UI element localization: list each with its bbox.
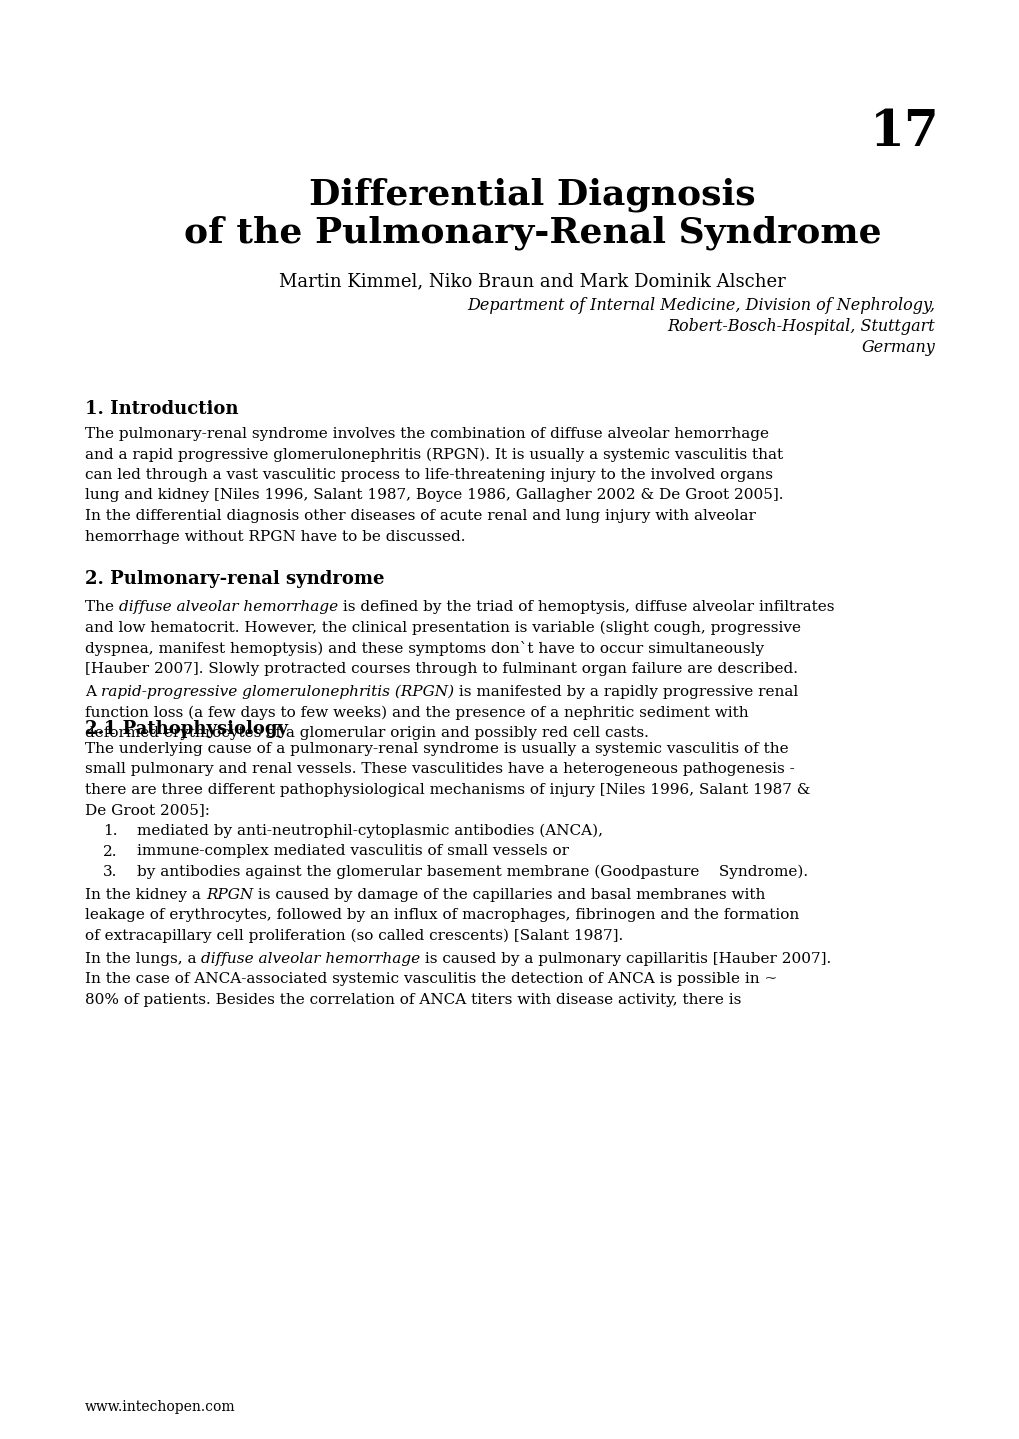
Text: In the kidney a: In the kidney a — [85, 888, 206, 902]
Text: The: The — [85, 600, 119, 614]
Text: In the lungs, a: In the lungs, a — [85, 953, 201, 966]
Text: function loss (a few days to few weeks) and the presence of a nephritic sediment: function loss (a few days to few weeks) … — [85, 705, 748, 720]
Text: 1.: 1. — [103, 825, 117, 837]
Text: lung and kidney [Niles 1996, Salant 1987, Boyce 1986, Gallagher 2002 & De Groot : lung and kidney [Niles 1996, Salant 1987… — [85, 488, 783, 502]
Text: 1. Introduction: 1. Introduction — [85, 400, 238, 417]
Text: [Hauber 2007]. Slowly protracted courses through to fulminant organ failure are : [Hauber 2007]. Slowly protracted courses… — [85, 662, 797, 675]
Text: Germany: Germany — [860, 340, 934, 355]
Text: is manifested by a rapidly progressive renal: is manifested by a rapidly progressive r… — [453, 685, 798, 699]
Text: 2.: 2. — [103, 845, 117, 859]
Text: and low hematocrit. However, the clinical presentation is variable (slight cough: and low hematocrit. However, the clinica… — [85, 620, 800, 635]
Text: hemorrhage without RPGN have to be discussed.: hemorrhage without RPGN have to be discu… — [85, 530, 465, 544]
Text: leakage of erythrocytes, followed by an influx of macrophages, fibrinogen and th: leakage of erythrocytes, followed by an … — [85, 908, 799, 922]
Text: The underlying cause of a pulmonary-renal syndrome is usually a systemic vasculi: The underlying cause of a pulmonary-rena… — [85, 743, 788, 755]
Text: can led through a vast vasculitic process to life-threatening injury to the invo: can led through a vast vasculitic proces… — [85, 468, 772, 482]
Text: is caused by a pulmonary capillaritis [Hauber 2007].: is caused by a pulmonary capillaritis [H… — [420, 953, 830, 966]
Text: De Groot 2005]:: De Groot 2005]: — [85, 803, 210, 817]
Text: 17: 17 — [869, 108, 940, 157]
Text: is defined by the triad of hemoptysis, diffuse alveolar infiltrates: is defined by the triad of hemoptysis, d… — [337, 600, 834, 614]
Text: 2. Pulmonary-renal syndrome: 2. Pulmonary-renal syndrome — [85, 570, 384, 589]
Text: diffuse alveolar hemorrhage: diffuse alveolar hemorrhage — [119, 600, 337, 614]
Text: diffuse alveolar hemorrhage: diffuse alveolar hemorrhage — [201, 953, 420, 966]
Text: RPGN: RPGN — [206, 888, 253, 902]
Text: and a rapid progressive glomerulonephritis (RPGN). It is usually a systemic vasc: and a rapid progressive glomerulonephrit… — [85, 448, 783, 462]
Text: 3.: 3. — [103, 865, 117, 879]
Text: small pulmonary and renal vessels. These vasculitides have a heterogeneous patho: small pulmonary and renal vessels. These… — [85, 763, 794, 777]
Text: Differential Diagnosis: Differential Diagnosis — [309, 178, 755, 213]
Text: 2.1 Pathophysiology: 2.1 Pathophysiology — [85, 720, 287, 738]
Text: Robert-Bosch-Hospital, Stuttgart: Robert-Bosch-Hospital, Stuttgart — [666, 318, 934, 335]
Text: of the Pulmonary-Renal Syndrome: of the Pulmonary-Renal Syndrome — [183, 216, 880, 250]
Text: Martin Kimmel, Niko Braun and Mark Dominik Alscher: Martin Kimmel, Niko Braun and Mark Domin… — [279, 272, 785, 291]
Text: immune-complex mediated vasculitis of small vessels or: immune-complex mediated vasculitis of sm… — [137, 845, 569, 859]
Text: of extracapillary cell proliferation (so called crescents) [Salant 1987].: of extracapillary cell proliferation (so… — [85, 930, 623, 944]
Text: rapid-progressive glomerulonephritis (RPGN): rapid-progressive glomerulonephritis (RP… — [101, 685, 453, 699]
Text: dyspnea, manifest hemoptysis) and these symptoms don`t have to occur simultaneou: dyspnea, manifest hemoptysis) and these … — [85, 640, 763, 656]
Text: In the case of ANCA-associated systemic vasculitis the detection of ANCA is poss: In the case of ANCA-associated systemic … — [85, 973, 776, 987]
Text: In the differential diagnosis other diseases of acute renal and lung injury with: In the differential diagnosis other dise… — [85, 509, 755, 522]
Text: is caused by damage of the capillaries and basal membranes with: is caused by damage of the capillaries a… — [253, 888, 764, 902]
Text: Department of Internal Medicine, Division of Nephrology,: Department of Internal Medicine, Divisio… — [467, 296, 934, 314]
Text: A: A — [85, 685, 101, 699]
Text: there are three different pathophysiological mechanisms of injury [Niles 1996, S: there are three different pathophysiolog… — [85, 783, 809, 797]
Text: www.intechopen.com: www.intechopen.com — [85, 1400, 235, 1415]
Text: by antibodies against the glomerular basement membrane (Goodpasture    Syndrome): by antibodies against the glomerular bas… — [137, 865, 807, 879]
Text: 80% of patients. Besides the correlation of ANCA titers with disease activity, t: 80% of patients. Besides the correlation… — [85, 993, 741, 1007]
Text: mediated by anti-neutrophil-cytoplasmic antibodies (ANCA),: mediated by anti-neutrophil-cytoplasmic … — [137, 825, 602, 839]
Text: deformed erythrocytes of a glomerular origin and possibly red cell casts.: deformed erythrocytes of a glomerular or… — [85, 727, 648, 740]
Text: The pulmonary-renal syndrome involves the combination of diffuse alveolar hemorr: The pulmonary-renal syndrome involves th… — [85, 427, 768, 440]
